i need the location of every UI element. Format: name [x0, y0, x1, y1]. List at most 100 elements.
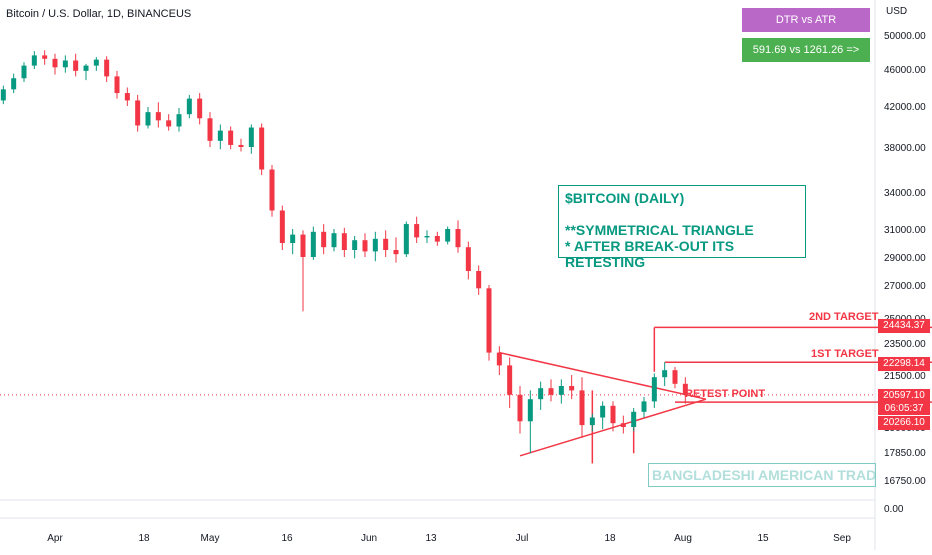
candle — [197, 93, 203, 125]
annotation-line-1: $BITCOIN (DAILY) — [565, 190, 685, 206]
price-tick-label: 38000.00 — [884, 143, 926, 154]
candle-body — [672, 370, 678, 384]
price-tick-label: 16750.00 — [884, 476, 926, 487]
annotation-line-2: **SYMMETRICAL TRIANGLE — [565, 222, 754, 238]
candle-body — [341, 233, 347, 250]
candle-body — [538, 388, 544, 400]
candle — [610, 401, 616, 432]
price-tick-label: 29000.00 — [884, 253, 926, 264]
candle — [496, 346, 502, 375]
time-tick-label: 15 — [757, 533, 769, 544]
candle — [114, 70, 120, 99]
candles — [0, 50, 688, 454]
dtr-atr-table: DTR vs ATR 591.69 vs 1261.26 => 47% — [742, 8, 870, 80]
candle — [300, 230, 306, 312]
candle — [620, 415, 626, 434]
candle-body — [424, 236, 430, 238]
time-tick-label: 13 — [425, 533, 437, 544]
candle-body — [290, 234, 296, 243]
candle — [383, 230, 389, 257]
dtr-atr-header: DTR vs ATR — [742, 8, 870, 32]
candle-body — [0, 89, 6, 101]
candle-body — [228, 130, 234, 145]
candle-body — [186, 98, 192, 115]
candle-body — [403, 224, 409, 255]
candle-body — [393, 250, 399, 255]
candle-body — [476, 271, 482, 289]
chart-drawings — [0, 326, 932, 464]
candle — [424, 230, 430, 243]
candle — [104, 56, 110, 82]
price-tick-label: 42000.00 — [884, 102, 926, 113]
candle — [600, 401, 606, 430]
bar-countdown: 06:05:37 — [884, 403, 924, 414]
annotation-box[interactable]: $BITCOIN (DAILY) **SYMMETRICAL TRIANGLE … — [558, 185, 806, 270]
candle-body — [93, 59, 99, 66]
dtr-atr-value: 591.69 vs 1261.26 => 47% — [742, 38, 870, 80]
candle — [507, 357, 513, 408]
candle-body — [662, 370, 668, 378]
candle-body — [21, 65, 27, 79]
candle — [445, 226, 451, 245]
candle-body — [445, 229, 451, 242]
price-tick-label: 46000.00 — [884, 65, 926, 76]
candle-body — [548, 388, 554, 395]
candle — [538, 381, 544, 410]
candle-body — [310, 231, 316, 257]
candle-body — [372, 238, 378, 252]
candle — [352, 236, 358, 259]
candle — [558, 379, 564, 404]
price-tag-target-2: 24434.37 — [878, 319, 930, 333]
price-tick-label: 17850.00 — [884, 448, 926, 459]
time-tick-label: Jul — [516, 533, 529, 544]
candle — [527, 390, 533, 454]
candle — [682, 377, 688, 404]
watermark-box: BANGLADESHI AMERICAN TRADER — [648, 463, 876, 487]
candle — [517, 386, 523, 434]
candle-body — [455, 229, 461, 248]
candle — [217, 124, 223, 150]
candle-body — [610, 405, 616, 424]
candle — [548, 379, 554, 402]
candle-body — [73, 60, 79, 71]
candle-body — [465, 247, 471, 271]
candle-body — [682, 383, 688, 395]
price-tick-label: 34000.00 — [884, 188, 926, 199]
candle-body — [362, 240, 368, 252]
candle-body — [321, 231, 327, 248]
candle — [434, 231, 440, 246]
time-tick-label: Sep — [833, 533, 851, 544]
candle — [248, 124, 254, 154]
candle-body — [31, 55, 37, 66]
candle — [486, 285, 492, 361]
time-tick-label: Jun — [361, 533, 377, 544]
candle-body — [42, 55, 48, 59]
candle-body — [496, 352, 502, 366]
candle-body — [207, 118, 213, 141]
candle-body — [631, 411, 637, 427]
grid — [0, 0, 876, 550]
candle — [145, 107, 151, 129]
candle-body — [352, 240, 358, 250]
candle — [321, 224, 327, 255]
candle — [11, 73, 17, 94]
candle-body — [166, 120, 172, 127]
time-tick-label: May — [201, 533, 220, 544]
candle — [341, 227, 347, 257]
candle-body — [238, 144, 244, 147]
price-tick-label: 23500.00 — [884, 339, 926, 350]
trend-line — [499, 351, 707, 400]
candle — [135, 94, 141, 132]
candle — [21, 62, 27, 82]
candle — [228, 126, 234, 150]
price-tag-target-1: 22298.14 — [878, 357, 930, 371]
candle — [465, 241, 471, 280]
last-price: 20597.10 — [883, 390, 925, 401]
candle — [290, 229, 296, 255]
candle — [589, 413, 595, 432]
candle — [310, 226, 316, 260]
symbol-header[interactable]: Bitcoin / U.S. Dollar, 1D, BINANCEUS — [6, 8, 192, 20]
candle — [672, 367, 678, 389]
candle — [569, 375, 575, 400]
